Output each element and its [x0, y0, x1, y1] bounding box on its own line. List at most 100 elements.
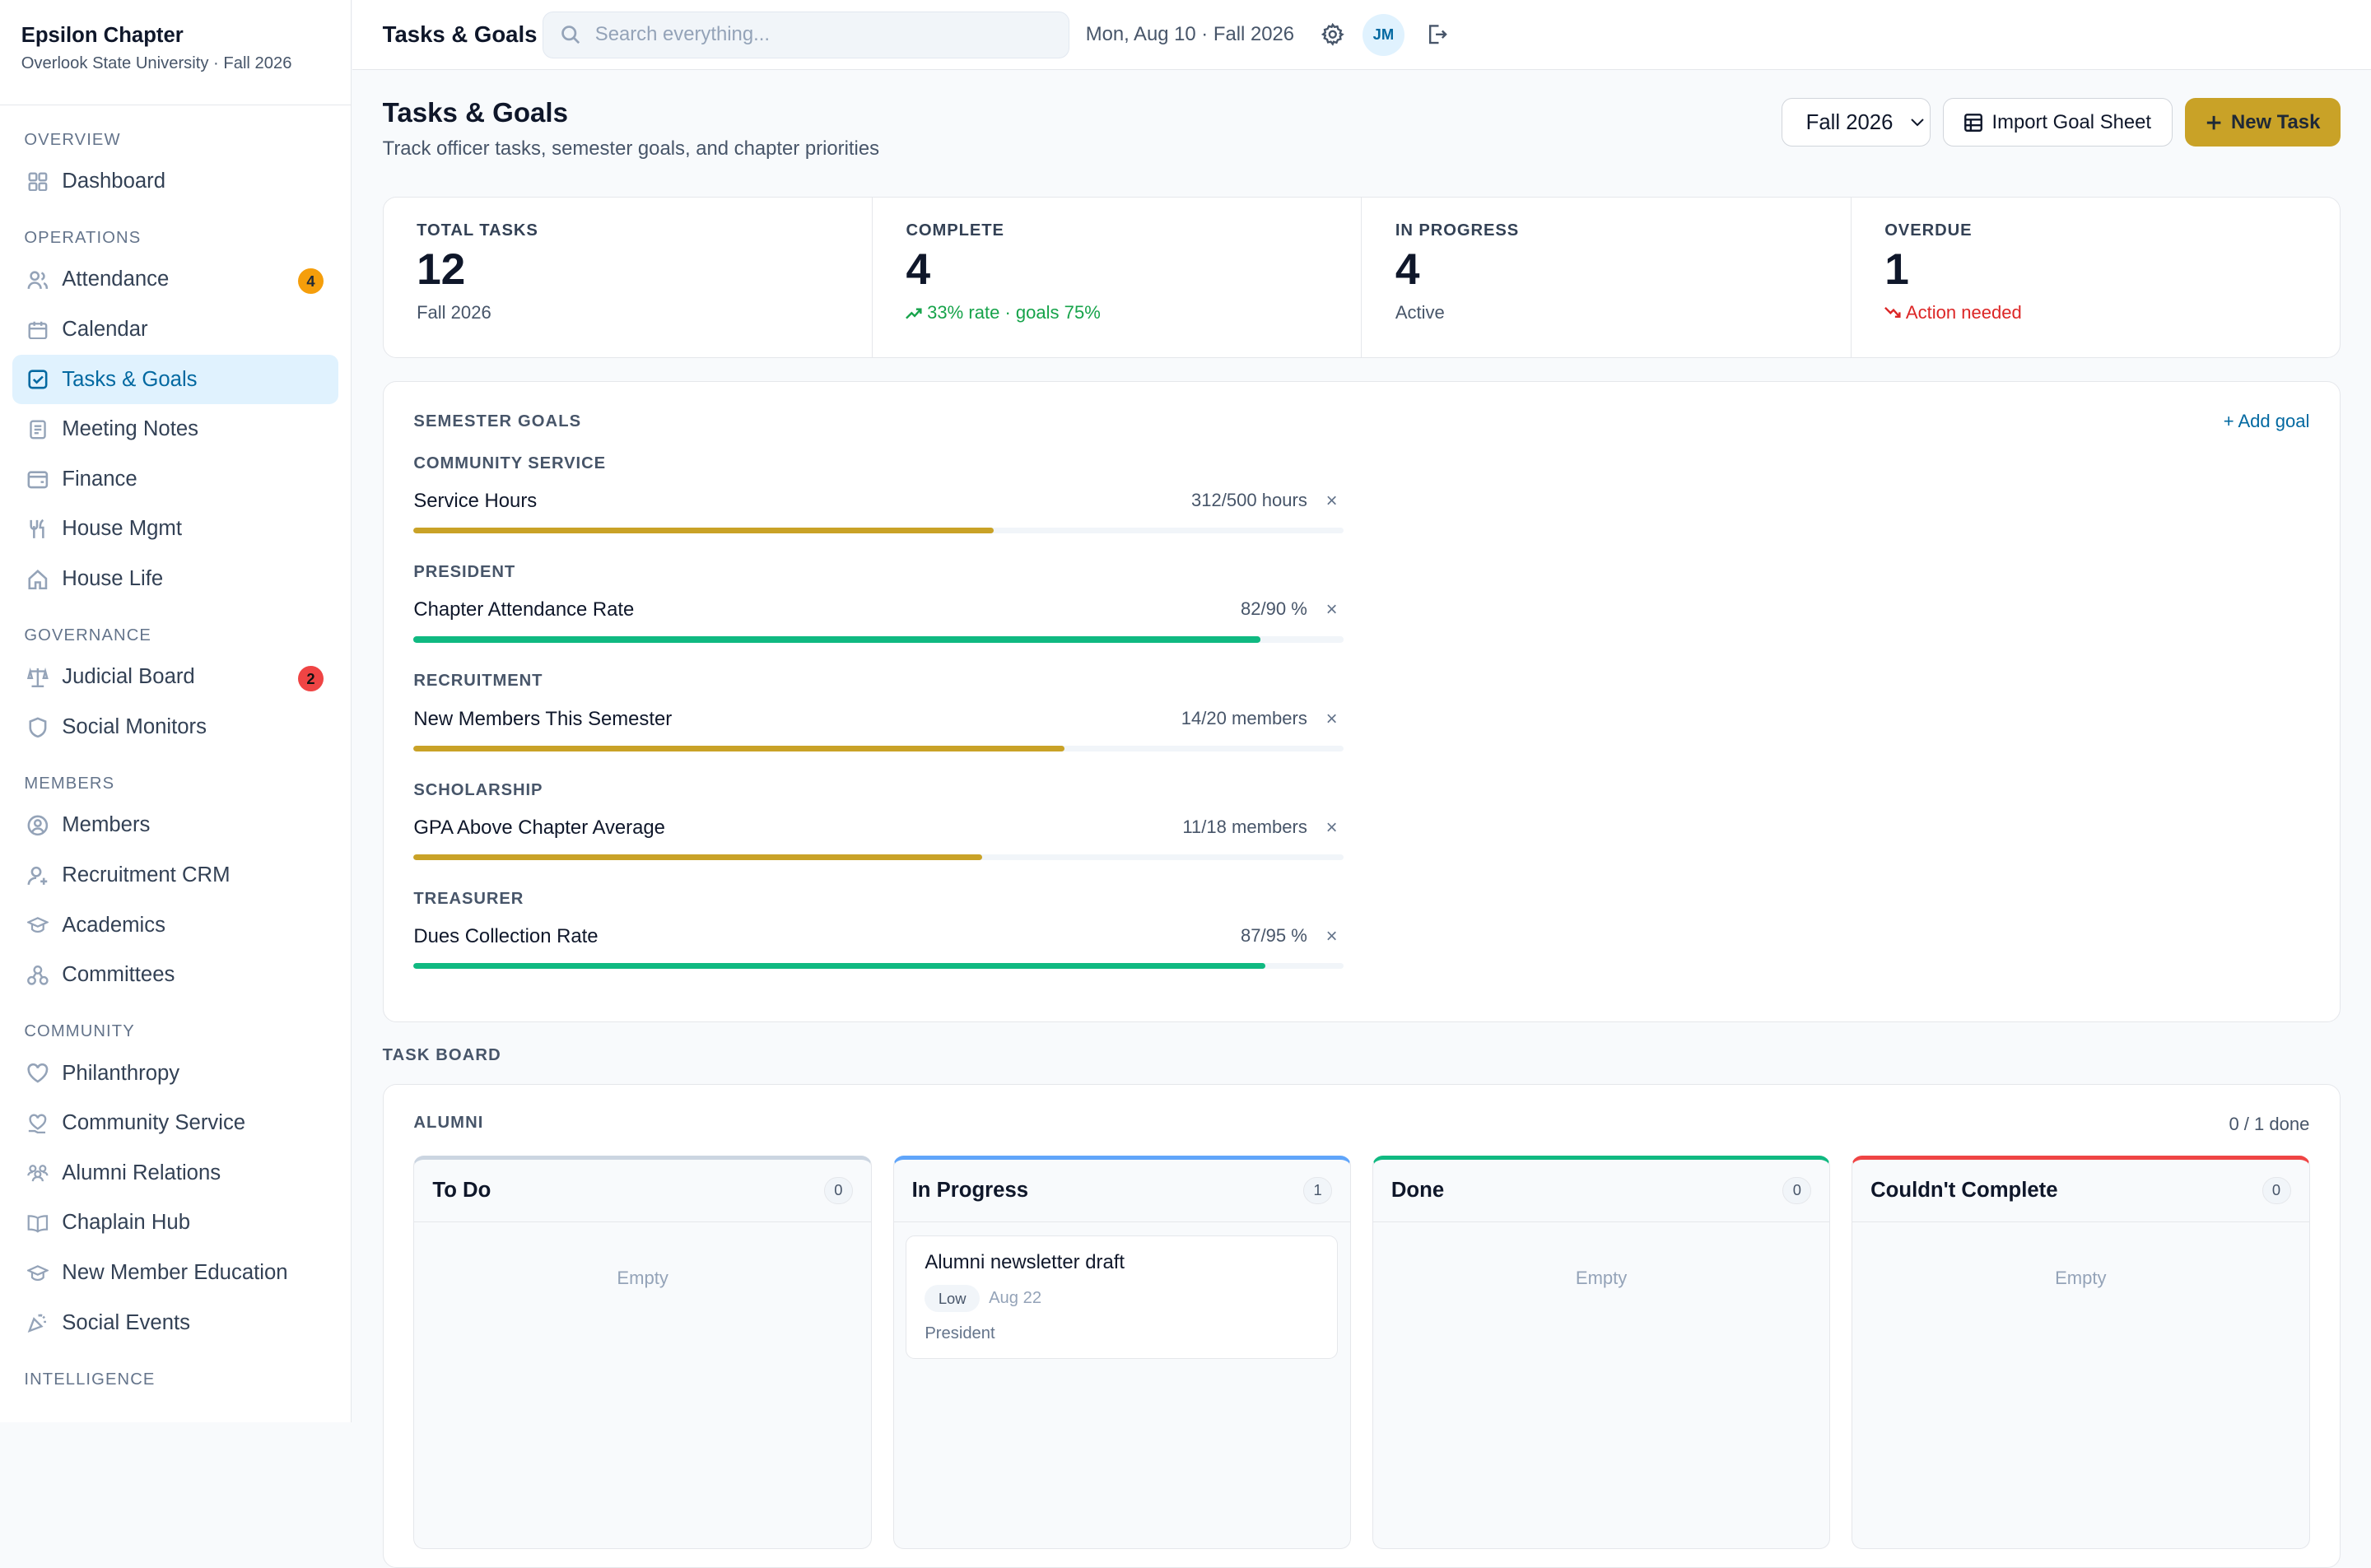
- sidebar-item-new-member-education[interactable]: New Member Education: [12, 1248, 339, 1298]
- goal-name: Dues Collection Rate: [413, 925, 599, 948]
- column-in-progress: In Progress 1 Alumni newsletter draft Lo…: [892, 1156, 1352, 1549]
- sidebar-item-attendance[interactable]: Attendance 4: [12, 255, 339, 305]
- column-count: 0: [823, 1176, 853, 1204]
- plus-icon: [2206, 114, 2222, 131]
- search-input[interactable]: [592, 21, 1037, 49]
- main-content: Tasks & Goals Track officer tasks, semes…: [352, 71, 2371, 1568]
- heart-icon: [27, 1063, 49, 1084]
- goal-progress-fill: [413, 854, 982, 861]
- term-select[interactable]: Fall 2026: [1781, 98, 1931, 147]
- stat-value: 4: [906, 245, 931, 295]
- section-community: COMMUNITY: [24, 1022, 135, 1041]
- goal-name: Service Hours: [413, 490, 538, 513]
- remove-goal-button[interactable]: ×: [1325, 598, 1338, 621]
- import-label: Import Goal Sheet: [1991, 110, 2152, 133]
- priority-badge: Low: [925, 1285, 981, 1313]
- remove-goal-button[interactable]: ×: [1325, 816, 1338, 839]
- sidebar-item-chaplain-hub[interactable]: Chaplain Hub: [12, 1198, 339, 1249]
- new-task-button[interactable]: New Task: [2185, 98, 2341, 147]
- sidebar-item-label: Academics: [62, 913, 165, 937]
- calendar-icon: [27, 319, 49, 341]
- stat-note-text: 33% rate · goals 75%: [927, 302, 1101, 323]
- search-box[interactable]: [543, 11, 1069, 58]
- sidebar-item-label: Community Service: [62, 1111, 246, 1135]
- remove-goal-button[interactable]: ×: [1325, 707, 1338, 730]
- gear-icon: [1321, 23, 1344, 47]
- stat-in-progress: IN PROGRESS 4 Active: [1362, 197, 1852, 358]
- stat-value: 4: [1395, 245, 1420, 295]
- sidebar-item-philanthropy[interactable]: Philanthropy: [12, 1049, 339, 1099]
- section-intelligence: INTELLIGENCE: [24, 1370, 156, 1389]
- stat-complete: COMPLETE 4 33% rate · goals 75%: [873, 197, 1363, 358]
- search-icon: [561, 25, 580, 44]
- user-avatar[interactable]: JM: [1362, 13, 1405, 56]
- sidebar-item-label: Judicial Board: [62, 665, 195, 689]
- document-icon: [27, 419, 49, 440]
- sidebar-item-community-service[interactable]: Community Service: [12, 1098, 339, 1148]
- sidebar-item-committees[interactable]: Committees: [12, 950, 339, 1000]
- task-card[interactable]: Alumni newsletter draft Low Aug 22 Presi…: [906, 1235, 1339, 1360]
- task-board: ALUMNI 0 / 1 done To Do 0 Empty In Progr…: [382, 1083, 2341, 1568]
- stat-value: 12: [417, 245, 466, 295]
- new-task-label: New Task: [2231, 110, 2321, 133]
- sidebar-item-meeting-notes[interactable]: Meeting Notes: [12, 404, 339, 454]
- home-icon: [27, 569, 49, 590]
- column-count: 0: [1782, 1176, 1812, 1204]
- import-goal-sheet-button[interactable]: Import Goal Sheet: [1943, 98, 2173, 147]
- sidebar-item-house-life[interactable]: House Life: [12, 554, 339, 604]
- sidebar-item-label: Attendance: [62, 268, 170, 291]
- page-title: Tasks & Goals: [382, 98, 568, 129]
- goal-progress-track: [413, 636, 1344, 643]
- task-board-heading: TASK BOARD: [382, 1045, 501, 1064]
- sidebar-item-judicial-board[interactable]: Judicial Board 2: [12, 653, 339, 703]
- sidebar-item-social-monitors[interactable]: Social Monitors: [12, 702, 339, 752]
- grid-icon: [27, 171, 49, 193]
- sidebar-item-dashboard[interactable]: Dashboard: [12, 156, 339, 207]
- sidebar-item-calendar[interactable]: Calendar: [12, 305, 339, 355]
- sidebar-item-alumni-relations[interactable]: Alumni Relations: [12, 1148, 339, 1198]
- goal-progress-track: [413, 528, 1344, 534]
- task-due-date: Aug 22: [989, 1289, 1042, 1308]
- wallet-icon: [27, 468, 49, 490]
- network-icon: [27, 965, 49, 986]
- stat-note-text: Active: [1395, 302, 1445, 323]
- board-done-count: 0 / 1 done: [2229, 1113, 2310, 1134]
- board-group-name: ALUMNI: [413, 1113, 484, 1132]
- table-icon: [1964, 113, 1983, 132]
- stat-value: 1: [1884, 245, 1909, 295]
- hand-heart-icon: [27, 1113, 49, 1134]
- goal-item: TREASURER Dues Collection Rate 87/95 % ×: [413, 890, 1344, 970]
- sidebar-item-label: Tasks & Goals: [62, 367, 198, 391]
- sidebar-item-label: House Mgmt: [62, 517, 182, 541]
- sidebar-item-label: Chaplain Hub: [62, 1211, 191, 1235]
- goal-category: COMMUNITY SERVICE: [413, 454, 606, 472]
- sidebar-item-tasks-goals[interactable]: Tasks & Goals: [12, 354, 339, 405]
- goal-progress-fill: [413, 636, 1261, 643]
- stat-overdue: OVERDUE 1 Action needed: [1852, 198, 2340, 358]
- sidebar-item-social-events[interactable]: Social Events: [12, 1298, 339, 1348]
- column-count: 1: [1303, 1176, 1333, 1204]
- logout-button[interactable]: [1426, 23, 1449, 46]
- sidebar-item-label: Social Events: [62, 1310, 190, 1334]
- party-popper-icon: [27, 1312, 49, 1333]
- sidebar-item-members[interactable]: Members: [12, 801, 339, 851]
- column-empty-label: Empty: [2055, 1267, 2107, 1288]
- remove-goal-button[interactable]: ×: [1325, 925, 1338, 948]
- graduation-cap-icon: [27, 1263, 49, 1284]
- sidebar-item-house-mgmt[interactable]: House Mgmt: [12, 505, 339, 555]
- stat-note-text: Fall 2026: [417, 302, 491, 323]
- remove-goal-button[interactable]: ×: [1325, 490, 1338, 513]
- sidebar-item-finance[interactable]: Finance: [12, 454, 339, 505]
- goal-name: GPA Above Chapter Average: [413, 816, 665, 839]
- column-to-do: To Do 0 Empty: [413, 1156, 872, 1549]
- sidebar-item-academics[interactable]: Academics: [12, 900, 339, 951]
- settings-button[interactable]: [1321, 23, 1344, 47]
- sidebar-item-label: Finance: [62, 467, 137, 491]
- add-goal-link[interactable]: + Add goal: [2223, 410, 2310, 431]
- goal-progress-track: [413, 745, 1344, 751]
- sidebar-item-recruitment-crm[interactable]: Recruitment CRM: [12, 850, 339, 900]
- stat-note: Action needed: [1884, 302, 2307, 323]
- goal-value: 14/20 members: [1181, 707, 1307, 728]
- trending-down-icon: [1884, 306, 1901, 320]
- group-icon: [27, 1162, 49, 1184]
